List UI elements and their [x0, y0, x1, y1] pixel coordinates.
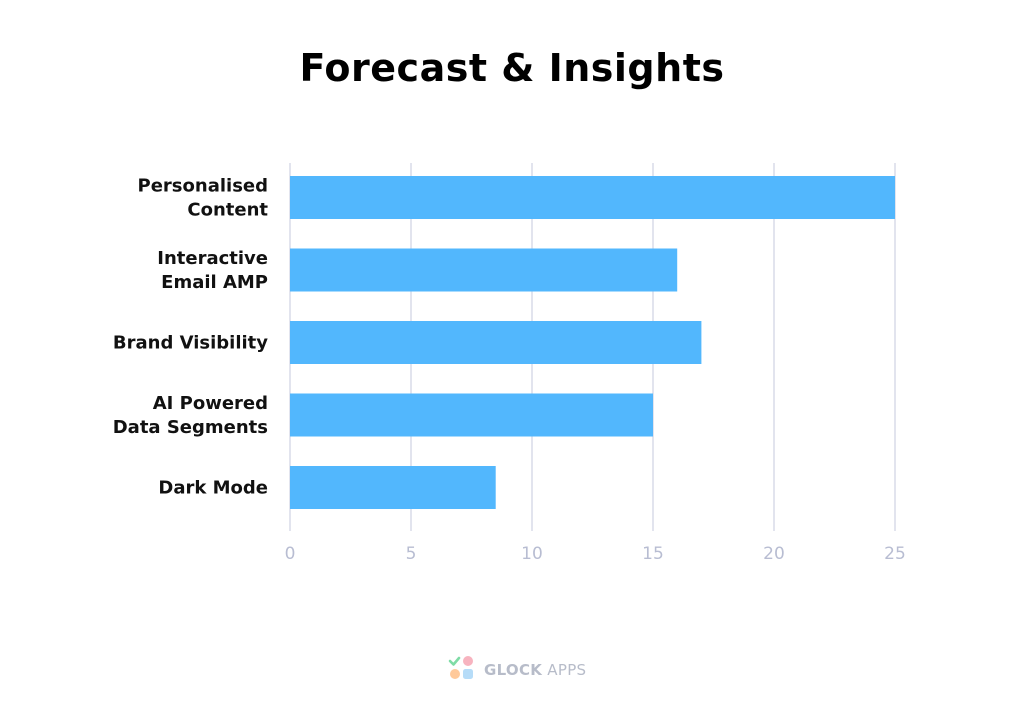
bar — [290, 393, 653, 437]
category-label: AI Powered — [153, 393, 268, 414]
category-label: Content — [187, 200, 268, 221]
category-label: Email AMP — [161, 272, 268, 293]
x-tick-label: 20 — [763, 544, 785, 564]
chart-title: Forecast & Insights — [299, 46, 725, 90]
x-tick-label: 25 — [884, 544, 906, 564]
x-tick-label: 5 — [406, 544, 417, 564]
x-tick-label: 0 — [285, 544, 296, 564]
glock-apps-logo-icon — [448, 655, 476, 686]
bar — [290, 466, 496, 509]
bar — [290, 248, 678, 292]
brand-name: GLOCK APPS — [484, 661, 587, 679]
x-tick-labels: 0 5 10 15 20 25 — [285, 544, 906, 564]
category-label: Interactive — [157, 248, 268, 269]
bar — [290, 321, 702, 364]
x-tick-label: 15 — [642, 544, 664, 564]
category-labels: Personalised Content Interactive Email AMP B… — [113, 176, 269, 499]
category-label: Dark Mode — [158, 478, 268, 499]
category-label: Data Segments — [113, 417, 268, 438]
category-label: Brand Visibility — [113, 333, 268, 354]
footer-logo: GLOCK APPS — [448, 655, 587, 686]
bar — [290, 176, 895, 219]
bars — [290, 176, 895, 509]
x-tick-label: 10 — [521, 544, 543, 564]
category-label: Personalised — [138, 176, 268, 197]
